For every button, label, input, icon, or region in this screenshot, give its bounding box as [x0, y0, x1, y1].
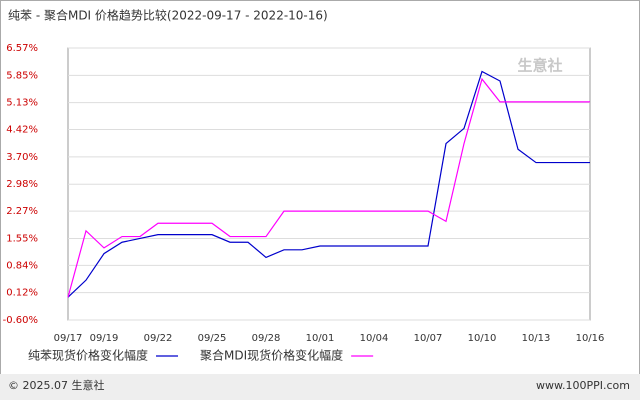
y-tick-label: 3.70%	[6, 152, 38, 163]
legend-label: 聚合MDI现货价格变化幅度	[200, 348, 343, 363]
x-tick-label: 10/01	[306, 333, 335, 344]
x-tick-label: 09/28	[252, 333, 281, 344]
footer-bar	[0, 374, 640, 400]
y-tick-label: 2.27%	[6, 206, 38, 217]
series-line	[67, 70, 590, 298]
y-tick-label: 5.85%	[6, 70, 38, 81]
y-tick-label: 5.13%	[6, 98, 38, 109]
y-tick-label: 0.84%	[6, 260, 38, 271]
y-tick-label: 4.42%	[6, 125, 38, 136]
x-tick-label: 09/22	[144, 333, 173, 344]
y-tick-label: 1.55%	[6, 233, 38, 244]
x-tick-label: 10/07	[414, 333, 443, 344]
y-tick-label: -0.60%	[3, 315, 38, 326]
watermark: 生意社	[517, 57, 562, 75]
y-tick-label: 2.98%	[6, 179, 38, 190]
x-tick-label: 10/10	[468, 333, 497, 344]
legend-label: 纯苯现货价格变化幅度	[28, 348, 148, 363]
y-tick-label: 6.57%	[6, 43, 38, 54]
x-tick-label: 09/17	[54, 333, 83, 344]
x-tick-label: 10/16	[576, 333, 605, 344]
x-tick-label: 09/25	[198, 333, 227, 344]
x-tick-label: 09/19	[90, 333, 119, 344]
x-tick-label: 10/04	[360, 333, 389, 344]
y-tick-label: 0.12%	[6, 288, 38, 299]
footer-left: © 2025.07 生意社	[8, 378, 104, 392]
x-tick-label: 10/13	[522, 333, 551, 344]
chart-title: 纯苯 - 聚合MDI 价格趋势比较(2022-09-17 - 2022-10-1…	[8, 8, 328, 23]
series-line	[67, 77, 590, 298]
footer-right: www.100PPI.com	[536, 379, 630, 392]
